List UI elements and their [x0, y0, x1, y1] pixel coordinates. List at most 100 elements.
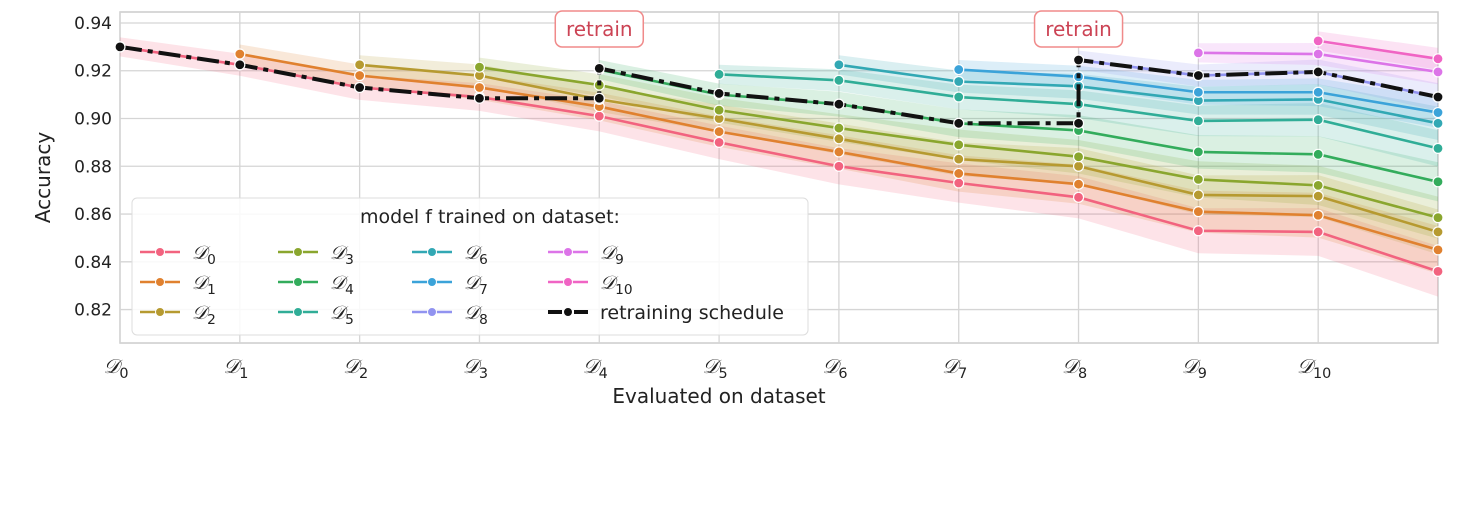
series-line-6: [838, 63, 1439, 125]
legend-box: [131, 197, 809, 336]
confidence-band-6: [838, 55, 1438, 141]
y-tick-label: 0.88: [74, 157, 112, 177]
data-point-2: [953, 153, 965, 165]
legend: model f trained on dataset: 𝒟0 𝒟1 𝒟2 𝒟3 𝒟4 𝒟5 𝒟…: [131, 197, 809, 336]
series-line-0: [119, 45, 1439, 273]
data-point-3: [473, 61, 486, 73]
x-tick-label: 𝒟2: [343, 354, 368, 382]
data-point-7: [1432, 106, 1444, 119]
data-point-2: [1072, 160, 1085, 172]
data-point-9: [1192, 47, 1204, 59]
data-point-0: [1072, 191, 1085, 203]
x-tick-label: 𝒟4: [583, 354, 608, 382]
y-axis-label: Accuracy: [31, 132, 55, 223]
data-point-5: [1192, 115, 1204, 127]
x-tick-label: 𝒟5: [703, 354, 728, 382]
retraining-point: [1432, 91, 1444, 103]
x-tick-label: 𝒟6: [822, 354, 847, 382]
data-point-9: [1432, 66, 1444, 78]
data-point-5: [1432, 142, 1444, 154]
x-tick-label: 𝒟0: [103, 354, 128, 382]
retrain-annotation: retrain: [566, 17, 633, 41]
retrain-annotation-box: [554, 10, 645, 48]
data-point-5: [953, 91, 965, 103]
legend-marker: [293, 277, 303, 287]
data-point-4: [1192, 146, 1204, 158]
data-point-6: [1432, 117, 1444, 129]
data-point-1: [1192, 206, 1204, 218]
y-tick-label: 0.94: [74, 14, 112, 34]
retraining-point: [593, 62, 605, 74]
data-point-7: [1312, 86, 1324, 98]
x-tick-label: 𝒟8: [1062, 354, 1087, 382]
legend-label: 𝒟10: [600, 272, 633, 298]
retraining-point: [833, 98, 845, 110]
retraining-schedule-line: [119, 44, 1439, 126]
retraining-point: [593, 92, 605, 104]
legend-label: 𝒟7: [464, 272, 488, 298]
data-point-4: [1312, 148, 1324, 160]
legend-label: 𝒟1: [192, 272, 216, 298]
data-point-0: [713, 136, 725, 148]
data-point-4: [1432, 176, 1444, 188]
legend-marker: [293, 247, 303, 257]
data-point-2: [354, 59, 366, 71]
retraining-point: [1312, 66, 1324, 78]
data-point-1: [953, 167, 965, 180]
retraining-point: [473, 92, 486, 104]
data-point-1: [234, 48, 246, 60]
data-point-0: [953, 177, 965, 189]
legend-marker: [427, 277, 437, 287]
data-point-2: [1432, 226, 1444, 238]
data-point-3: [833, 122, 845, 134]
retraining-point: [234, 59, 246, 71]
x-tick-label: 𝒟1: [223, 354, 248, 382]
x-tick-label: 𝒟7: [942, 354, 967, 382]
data-point-1: [1312, 209, 1324, 221]
retrain-annotation-box: [1033, 10, 1124, 48]
retraining-point: [114, 41, 126, 53]
legend-label: 𝒟6: [464, 242, 488, 268]
legend-label: retraining schedule: [600, 302, 784, 324]
retraining-point: [1192, 69, 1204, 82]
data-point-10: [1432, 53, 1444, 65]
legend-label: 𝒟8: [464, 302, 488, 328]
series-line-10: [1317, 39, 1439, 61]
legend-marker: [563, 277, 573, 287]
retraining-point: [1072, 54, 1085, 66]
data-point-5: [713, 68, 725, 80]
data-point-6: [833, 59, 845, 71]
data-point-7: [1192, 86, 1204, 98]
data-point-1: [713, 126, 725, 138]
data-point-3: [1192, 173, 1204, 186]
legend-label: 𝒟4: [330, 272, 354, 298]
retrain-annotation: retrain: [1045, 17, 1112, 41]
data-point-5: [833, 74, 845, 86]
x-tick-label: 𝒟3: [463, 354, 488, 382]
data-point-0: [1432, 265, 1444, 277]
retraining-point: [713, 87, 725, 100]
retraining-point: [953, 117, 965, 129]
data-point-0: [833, 160, 845, 172]
data-point-2: [833, 133, 845, 145]
y-tick-label: 0.90: [74, 110, 112, 130]
data-point-0: [593, 110, 605, 122]
legend-label: 𝒟0: [192, 242, 216, 268]
y-tick-label: 0.92: [74, 62, 112, 82]
data-point-1: [833, 146, 845, 158]
legend-marker: [155, 247, 165, 257]
data-point-6: [953, 75, 965, 88]
data-point-2: [1312, 190, 1324, 202]
data-point-1: [1432, 244, 1444, 256]
y-tick-label: 0.84: [74, 253, 112, 273]
y-tick-label: 0.86: [74, 205, 112, 225]
confidence-band-4: [599, 60, 1438, 202]
legend-title: model f trained on dataset:: [360, 206, 620, 228]
confidence-band-8: [1078, 50, 1438, 111]
legend-label: 𝒟5: [330, 302, 354, 328]
legend-marker: [293, 307, 303, 317]
legend-marker: [427, 247, 437, 257]
data-point-2: [1192, 189, 1204, 201]
